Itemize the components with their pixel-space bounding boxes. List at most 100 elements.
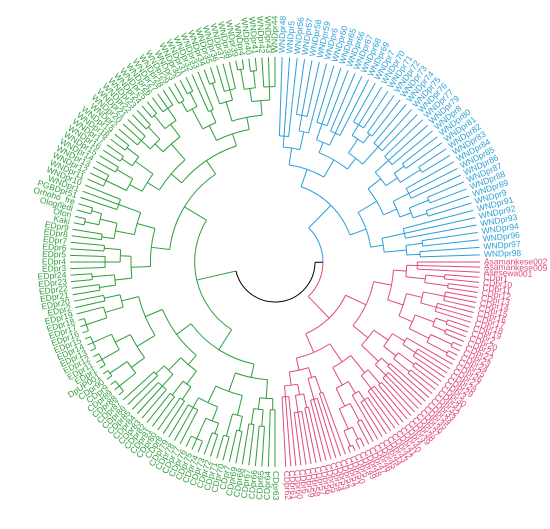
branch-line bbox=[284, 396, 292, 467]
branch-line bbox=[119, 372, 137, 387]
branch-line bbox=[180, 101, 188, 113]
branch-line bbox=[110, 138, 126, 151]
branch-line bbox=[415, 362, 442, 382]
branch-line bbox=[426, 195, 470, 212]
branch-line bbox=[118, 128, 138, 146]
branch-line bbox=[80, 324, 87, 328]
branch-line bbox=[301, 411, 312, 464]
leaf-label: WNDpr98 bbox=[484, 248, 522, 259]
branch-line bbox=[425, 274, 445, 278]
branch-line bbox=[146, 393, 171, 423]
branch-line bbox=[351, 124, 360, 136]
branch-line bbox=[170, 124, 181, 138]
branch-line bbox=[228, 62, 236, 89]
branch-line bbox=[360, 375, 372, 389]
branch-line bbox=[78, 203, 93, 209]
branch-line bbox=[359, 437, 365, 447]
leaf-label: CDpr11 bbox=[482, 282, 512, 296]
branch-line bbox=[402, 343, 416, 353]
branch-arc bbox=[283, 146, 300, 151]
branch-line bbox=[370, 388, 400, 426]
branch-line bbox=[424, 282, 449, 287]
branch-arc bbox=[163, 365, 174, 375]
branch-line bbox=[347, 381, 356, 394]
branch-line bbox=[421, 231, 478, 242]
branch-line bbox=[168, 404, 189, 438]
branch-line bbox=[141, 105, 153, 118]
branch-line bbox=[288, 371, 292, 386]
branch-line bbox=[70, 266, 106, 270]
branch-line bbox=[114, 133, 130, 146]
branch-line bbox=[393, 269, 407, 272]
branch-arc bbox=[367, 132, 373, 137]
branch-line bbox=[306, 61, 320, 117]
branch-arc bbox=[194, 219, 232, 331]
branch-line bbox=[184, 206, 207, 221]
branch-line bbox=[197, 71, 214, 110]
branch-line bbox=[241, 423, 250, 465]
leaf-label: WNDpr5 bbox=[284, 20, 296, 53]
branch-line bbox=[405, 161, 455, 189]
leaf-label: EDpr23 bbox=[38, 276, 68, 289]
leaf-label: CDpr61 bbox=[287, 470, 299, 500]
branch-line bbox=[170, 173, 182, 184]
branch-line bbox=[399, 212, 412, 218]
branch-line bbox=[367, 390, 396, 429]
leaf-label: WNDpr40 bbox=[239, 17, 254, 56]
branch-line bbox=[141, 389, 167, 419]
branch-line bbox=[430, 334, 453, 345]
branch-line bbox=[228, 430, 238, 462]
branch-line bbox=[406, 337, 453, 365]
branch-line bbox=[86, 317, 107, 326]
branch-line bbox=[348, 138, 359, 154]
branch-line bbox=[297, 411, 307, 465]
branch-line bbox=[106, 375, 113, 380]
branch-line bbox=[87, 342, 94, 346]
branch-line bbox=[404, 217, 476, 234]
branch-line bbox=[303, 393, 308, 408]
branch-line bbox=[140, 140, 151, 150]
branch-line bbox=[249, 88, 253, 102]
branch-arc bbox=[427, 197, 431, 204]
branch-line bbox=[412, 355, 445, 378]
branch-arc bbox=[169, 393, 175, 398]
branch-line bbox=[185, 435, 192, 447]
branch-arc bbox=[126, 361, 137, 374]
branch-line bbox=[405, 142, 443, 169]
branch-line bbox=[349, 403, 360, 422]
branch-line bbox=[415, 352, 448, 374]
branch-line bbox=[131, 265, 151, 268]
branch-line bbox=[155, 365, 165, 375]
leaf-label: CDpr1 bbox=[483, 272, 509, 284]
branch-line bbox=[72, 228, 103, 235]
branch-line bbox=[322, 391, 346, 455]
branch-line bbox=[240, 69, 245, 90]
branch-line bbox=[444, 274, 480, 278]
branch-line bbox=[294, 395, 299, 413]
branch-line bbox=[127, 375, 158, 405]
branch-arc bbox=[237, 68, 244, 71]
branch-line bbox=[84, 336, 91, 340]
leaf-label: EDpr9 bbox=[44, 219, 70, 233]
leaf-label: CDpr6 bbox=[297, 469, 310, 495]
branch-line bbox=[73, 222, 85, 226]
branch-line bbox=[76, 306, 104, 315]
branch-line bbox=[374, 364, 387, 376]
branch-line bbox=[393, 165, 405, 174]
branch-line bbox=[447, 319, 470, 328]
branch-line bbox=[450, 346, 460, 352]
branch-line bbox=[126, 147, 139, 158]
branch-line bbox=[115, 230, 135, 236]
branch-line bbox=[246, 117, 250, 130]
branch-arc bbox=[383, 333, 393, 347]
branch-line bbox=[73, 294, 104, 302]
branch-line bbox=[284, 385, 286, 397]
branch-arc bbox=[205, 417, 219, 424]
branch-line bbox=[445, 323, 468, 333]
branch-line bbox=[408, 167, 458, 194]
branch-line bbox=[393, 358, 410, 373]
branch-line bbox=[316, 398, 337, 458]
leaf-label: CDpr59 bbox=[302, 468, 316, 499]
branch-line bbox=[373, 385, 404, 423]
